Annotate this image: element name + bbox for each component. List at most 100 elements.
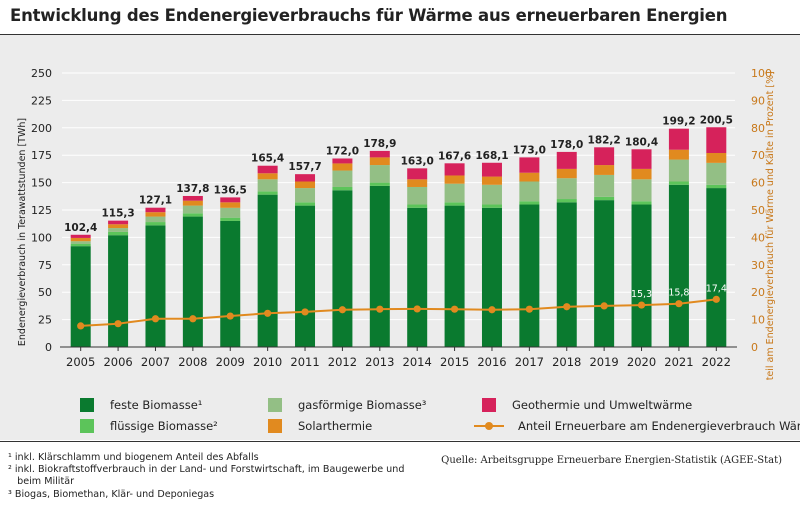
share-point — [77, 322, 85, 330]
bar-segment — [631, 168, 652, 180]
legend-swatch — [268, 419, 282, 433]
bar-segment — [257, 194, 278, 347]
share-point — [338, 306, 347, 314]
bar-segment — [631, 204, 652, 347]
legend-item-feste-biomasse: feste Biomasse¹ — [80, 398, 202, 412]
y-tick-label: 250 — [31, 67, 52, 80]
total-label: 200,5 — [700, 114, 733, 126]
bar-segment — [295, 174, 316, 182]
bar-segment — [631, 149, 652, 169]
y2-tick-label: 60 — [751, 177, 765, 190]
x-tick-label: 2020 — [627, 355, 656, 369]
total-label: 157,7 — [288, 161, 321, 173]
x-tick-label: 2005 — [66, 355, 95, 369]
total-label: 163,0 — [401, 155, 434, 167]
bar-segment — [295, 205, 316, 347]
bar-segment — [519, 172, 540, 182]
bar-segment — [220, 220, 241, 347]
bar-segment — [369, 157, 390, 166]
y-tick-label: 175 — [31, 149, 52, 162]
bar-segment — [182, 216, 203, 347]
bar-segment — [407, 207, 428, 347]
bar-segment — [668, 128, 689, 150]
share-point — [712, 295, 720, 303]
bar-segment — [519, 204, 540, 347]
share-point — [675, 300, 683, 308]
x-tick-label: 2019 — [589, 355, 618, 369]
y2-tick-label: 30 — [751, 259, 765, 272]
bar-segment — [668, 181, 689, 185]
source-note: Quelle: Arbeitsgruppe Erneuerbare Energi… — [441, 455, 782, 466]
legend-item-fluessige-biomasse: flüssige Biomasse² — [80, 419, 218, 433]
y-tick-label: 100 — [31, 231, 52, 244]
legend-item-geothermie: Geothermie und Umweltwärme — [482, 398, 692, 412]
bar-segment — [70, 234, 91, 238]
footnote-1: ¹ inkl. Klärschlamm und biogenem Anteil … — [8, 452, 259, 463]
x-tick-label: 2018 — [552, 355, 581, 369]
bar-segment — [668, 149, 689, 160]
bar-segment — [706, 127, 727, 154]
share-point — [600, 302, 608, 310]
bar-segment — [182, 213, 203, 217]
share-point — [637, 301, 646, 309]
y2-tick-label: 100 — [751, 67, 772, 80]
bar-segment — [108, 228, 129, 232]
bar-segment — [668, 184, 689, 347]
bar-segment — [594, 196, 615, 201]
x-tick-label: 2008 — [178, 355, 207, 369]
bar-segment — [70, 246, 91, 347]
bar-segment — [257, 191, 278, 195]
x-tick-label: 2009 — [216, 355, 245, 369]
legend-label: Geothermie und Umweltwärme — [512, 398, 693, 412]
bar-segment — [257, 173, 278, 180]
bar-segment — [145, 216, 166, 223]
bar-segment — [182, 195, 203, 201]
bar-segment — [407, 204, 428, 208]
y-tick-label: 225 — [31, 94, 52, 107]
total-label: 168,1 — [475, 150, 508, 162]
bar-segment — [369, 150, 390, 158]
total-label: 127,1 — [139, 195, 172, 207]
share-label: 15,3 — [631, 289, 652, 300]
page-title: Entwicklung des Endenergieverbrauchs für… — [10, 6, 728, 25]
bar-segment — [182, 200, 203, 206]
bar-segment — [631, 179, 652, 202]
bar-segment — [369, 182, 390, 186]
bar-segment — [145, 222, 166, 226]
bar-segment — [556, 202, 577, 347]
bar-segment — [556, 151, 577, 169]
share-point — [301, 308, 309, 316]
bar-segment — [407, 186, 428, 205]
bar-segment — [108, 224, 129, 229]
share-point — [189, 315, 197, 323]
bar-segment — [70, 243, 91, 247]
bar-segment — [108, 220, 129, 225]
total-label: 180,4 — [625, 136, 658, 148]
bar-segment — [481, 207, 502, 347]
x-tick-label: 2014 — [403, 355, 432, 369]
legend-swatch — [482, 398, 496, 412]
legend-label: flüssige Biomasse² — [110, 419, 218, 433]
legend-item-gasfoermige-biomasse: gasförmige Biomasse³ — [268, 398, 426, 412]
bar-segment — [706, 162, 727, 185]
bar-segment — [556, 178, 577, 200]
title-divider — [0, 34, 800, 35]
share-polyline — [80, 298, 717, 327]
data-labels: 102,4 115,3 127,1 137,8 136,5 165,4 157,7 172,0… — [64, 114, 733, 300]
y-tick-label: 125 — [31, 204, 52, 217]
bar-segment — [145, 212, 166, 217]
bar-segment — [481, 184, 502, 205]
bar-segment — [108, 235, 129, 347]
x-tick-label: 2006 — [103, 355, 132, 369]
bar-segment — [706, 188, 727, 347]
bar-segment — [369, 165, 390, 183]
legend-swatch — [80, 398, 94, 412]
legend-label: Anteil Erneuerbare am Endenergieverbrauc… — [518, 419, 800, 433]
bar-segment — [481, 204, 502, 208]
bar-segment — [70, 241, 91, 244]
bar-segment — [519, 157, 540, 173]
share-point — [413, 305, 421, 313]
y-tick-label: 50 — [38, 286, 52, 299]
share-point — [151, 315, 160, 323]
y-axis-label: Endenergieverbrauch in Terawattstunden [… — [17, 118, 28, 346]
